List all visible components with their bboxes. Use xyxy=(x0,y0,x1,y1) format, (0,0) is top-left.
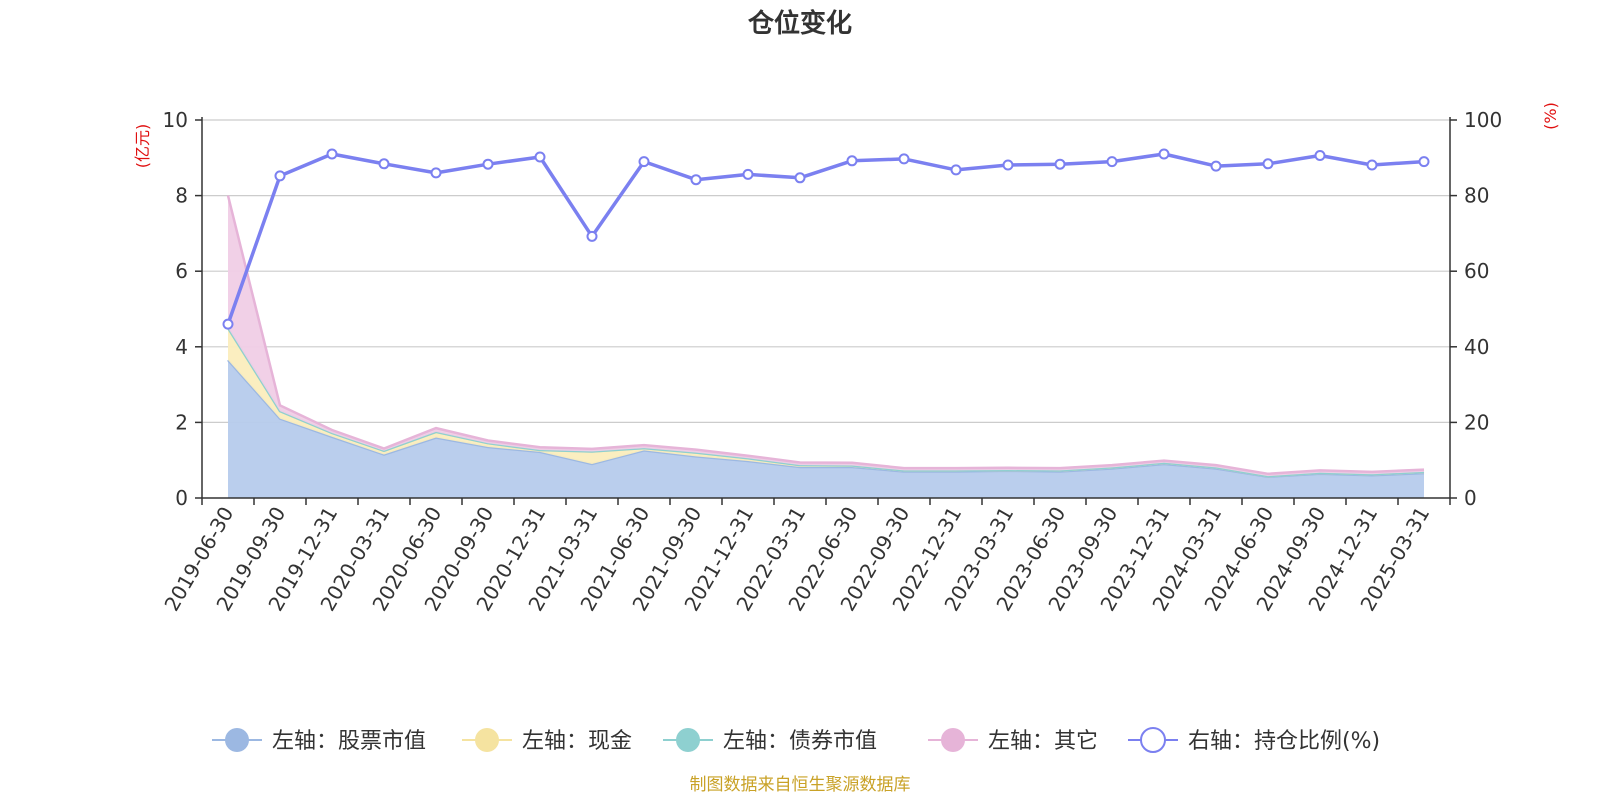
ratio-point xyxy=(794,172,806,184)
right-tick-label: 100 xyxy=(1464,108,1502,132)
legend-marker xyxy=(225,728,249,752)
legend-label: 右轴：持仓比例(%) xyxy=(1188,729,1380,754)
right-tick-label: 20 xyxy=(1464,410,1489,434)
ratio-point xyxy=(326,148,338,160)
ratio-point xyxy=(1054,158,1066,170)
legend-label: 左轴：债券市值 xyxy=(723,729,877,754)
left-axis-unit: (亿元) xyxy=(133,124,152,169)
left-tick-label: 6 xyxy=(175,259,188,283)
ratio-point xyxy=(534,151,546,163)
ratio-point xyxy=(1002,159,1014,171)
right-axis-ticks: 0 20 40 60 80 100 xyxy=(1450,108,1502,510)
ratio-point xyxy=(1262,158,1274,170)
area-series-3 xyxy=(228,195,1424,477)
ratio-point xyxy=(430,167,442,179)
legend-marker xyxy=(1140,727,1166,753)
legend-marker xyxy=(676,728,700,752)
source-note: 制图数据来自恒生聚源数据库 xyxy=(690,775,911,795)
left-tick-label: 2 xyxy=(175,410,188,434)
right-tick-label: 0 xyxy=(1464,486,1477,510)
ratio-point xyxy=(378,158,390,170)
ratio-point xyxy=(1106,156,1118,168)
right-tick-label: 40 xyxy=(1464,335,1489,359)
left-tick-label: 0 xyxy=(175,486,188,510)
grid-lines xyxy=(202,119,1450,423)
left-tick-label: 8 xyxy=(175,184,188,208)
chart-title: 仓位变化 xyxy=(747,8,852,39)
ratio-point xyxy=(950,164,962,176)
legend-label: 左轴：其它 xyxy=(988,729,1098,754)
ratio-point xyxy=(898,153,910,165)
ratio-point xyxy=(222,318,234,330)
right-tick-label: 60 xyxy=(1464,259,1489,283)
axes xyxy=(201,117,1451,499)
ratio-point xyxy=(1366,159,1378,171)
ratio-point xyxy=(846,155,858,167)
ratio-point xyxy=(690,174,702,186)
ratio-point xyxy=(1418,156,1430,168)
ratio-point xyxy=(1158,148,1170,160)
position-ratio-line xyxy=(222,148,1430,330)
ratio-point xyxy=(1314,150,1326,161)
stacked-areas xyxy=(226,195,1425,498)
ratio-point xyxy=(586,230,598,242)
right-tick-label: 80 xyxy=(1464,184,1489,208)
left-tick-label: 4 xyxy=(175,335,188,359)
legend-marker xyxy=(475,728,499,752)
ratio-point xyxy=(742,168,754,180)
ratio-point xyxy=(482,158,494,170)
ratio-point xyxy=(638,156,650,168)
right-axis-unit: (%) xyxy=(1541,102,1560,130)
left-axis-ticks: 0 2 4 6 8 10 xyxy=(163,108,202,510)
legend: 左轴：股票市值 左轴：现金 左轴：债券市值 左轴：其它 右轴：持仓比例(%) xyxy=(212,727,1380,754)
x-axis-ticks: 2019-06-302019-09-302019-12-312020-03-31… xyxy=(159,498,1451,615)
left-tick-label: 10 xyxy=(163,108,188,132)
ratio-line-path xyxy=(226,152,1425,325)
ratio-point xyxy=(274,170,286,182)
legend-label: 左轴：现金 xyxy=(522,729,632,754)
area-edge-3 xyxy=(226,195,1425,476)
legend-marker xyxy=(941,728,965,752)
area-series-0 xyxy=(228,360,1424,498)
legend-label: 左轴：股票市值 xyxy=(272,729,426,754)
ratio-point xyxy=(1210,160,1222,172)
